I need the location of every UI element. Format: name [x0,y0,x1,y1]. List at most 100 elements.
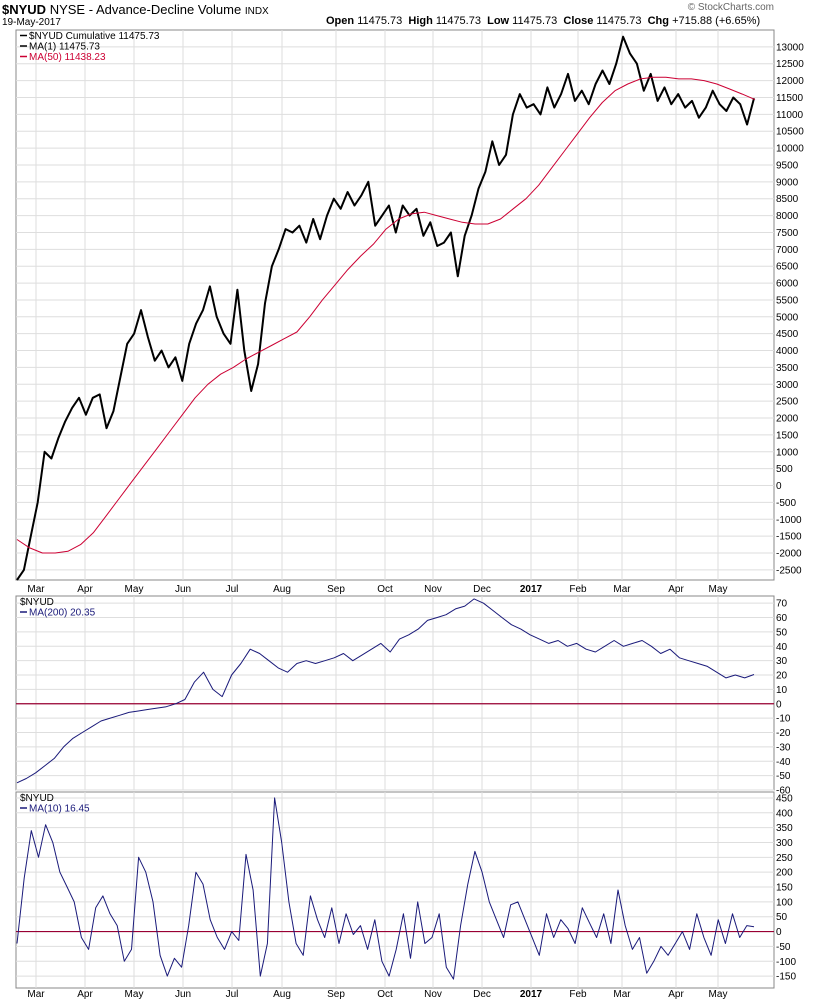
bottom-y-tick-label: -100 [776,957,796,968]
bottom-x-tick-label: 2017 [520,989,543,1000]
stockcharts-credit: © StockCharts.com [687,2,774,13]
main-legend-text: MA(1) 11475.73 [29,42,100,53]
close-label: Close [563,15,594,27]
bottom-y-tick-label: 250 [776,853,793,864]
main-y-tick-label: -2500 [776,565,802,576]
middle-panel: -60 -50 -40 -30 -20 -10 0 10 20 30 40 50 60 70 $NYUDMA… [15,595,791,797]
middle-legend-text: $NYUD [20,597,54,608]
main-y-tick-label: 4000 [776,346,799,357]
main-x-tick-label: May [709,584,728,595]
middle-y-tick-label: 10 [776,685,788,696]
middle-y-tick-label: 60 [776,613,788,624]
main-series-line [16,35,755,581]
main-y-tick-label: 3500 [776,363,799,374]
exchange-label: INDX [244,6,269,17]
main-y-tick-label: 6000 [776,279,799,290]
bottom-y-tick-label: 450 [776,793,793,804]
main-x-tick-label: Mar [27,584,45,595]
main-y-tick-label: -1500 [776,532,802,543]
middle-y-tick-label: 70 [776,599,788,610]
bottom-x-tick-label: Apr [77,989,93,1000]
main-x-tick-label: Jul [226,584,239,595]
low-label: Low [487,15,510,27]
main-y-tick-label: 9500 [776,160,799,171]
bottom-x-tick-label: Oct [377,989,393,1000]
bottom-series-line [16,797,755,980]
main-x-tick-label: Jun [175,584,191,595]
main-legend-text: $NYUD Cumulative 11475.73 [29,31,160,42]
main-y-tick-label: 8000 [776,211,799,222]
main-x-tick-label: Mar [613,584,631,595]
middle-y-tick-label: 20 [776,671,788,682]
bottom-x-tick-label: Mar [613,989,631,1000]
main-frame [15,29,775,581]
bottom-panel: -150 -100 -50 0 50 100 150 200 250 300 350 400 450 Ma… [15,791,796,1000]
bottom-y-tick-label: 0 [776,927,782,938]
bottom-y-tick-label: 400 [776,808,793,819]
main-y-tick-label: 2000 [776,414,799,425]
main-series-line [16,76,756,554]
main-panel: -2500 -2000 -1500 -1000 -500 0 500 1000 1500 2000… [15,29,804,595]
bottom-y-tick-label: 100 [776,897,793,908]
middle-y-tick-label: 30 [776,656,788,667]
main-y-tick-label: 7000 [776,245,799,256]
middle-y-tick-label: 40 [776,642,788,653]
symbol-text: $NYUD [2,2,47,17]
main-x-tick-label: Feb [569,584,587,595]
quote-summary: Open 11475.73 High 11475.73 Low 11475.73… [326,15,760,27]
bottom-x-tick-label: Mar [27,989,45,1000]
bottom-x-tick-label: Nov [424,989,442,1000]
chg-value: +715.88 (+6.65%) [672,15,761,27]
bottom-x-tick-label: Jul [226,989,239,1000]
middle-legend-text: MA(200) 20.35 [29,608,96,619]
bottom-x-tick-label: Apr [668,989,684,1000]
open-value: 11475.73 [357,15,403,27]
main-y-tick-label: 7500 [776,228,799,239]
main-x-tick-label: Sep [327,584,345,595]
bottom-legend-text: MA(10) 16.45 [29,804,90,815]
bottom-y-tick-label: 200 [776,868,793,879]
bottom-y-tick-label: -50 [776,942,791,953]
bottom-y-tick-label: 300 [776,838,793,849]
low-value: 11475.73 [512,15,558,27]
bottom-frame [15,791,775,989]
main-y-tick-label: -1000 [776,515,802,526]
bottom-x-tick-label: Aug [273,989,291,1000]
chg-label: Chg [647,15,669,27]
main-y-tick-label: 12500 [776,59,804,70]
bottom-y-tick-label: 150 [776,883,793,894]
main-x-tick-label: 2017 [520,584,543,595]
main-x-tick-label: Apr [77,584,93,595]
middle-y-tick-label: -30 [776,742,791,753]
main-y-tick-label: 11500 [776,93,804,104]
main-legend-text: MA(50) 11438.23 [29,52,106,63]
main-x-tick-label: May [125,584,144,595]
main-x-tick-label: Oct [377,584,393,595]
bottom-x-tick-label: May [125,989,144,1000]
main-y-tick-label: 6500 [776,262,799,273]
middle-y-tick-label: -50 [776,771,791,782]
main-x-tick-label: Dec [473,584,491,595]
chart-date: 19-May-2017 [2,17,61,28]
middle-y-tick-label: -40 [776,757,791,768]
main-y-tick-label: 12000 [776,76,804,87]
middle-y-tick-label: -20 [776,728,791,739]
main-y-tick-label: 3000 [776,380,799,391]
main-y-tick-label: -2000 [776,549,802,560]
main-y-tick-label: 0 [776,481,782,492]
main-y-tick-label: 5500 [776,295,799,306]
bottom-x-tick-label: Jun [175,989,191,1000]
close-value: 11475.73 [596,15,642,27]
middle-series-line [16,598,755,784]
middle-y-tick-label: 0 [776,699,782,710]
bottom-x-tick-label: Dec [473,989,491,1000]
main-y-tick-label: 1500 [776,430,799,441]
bottom-x-tick-label: May [709,989,728,1000]
symbol-description: NYSE - Advance-Decline Volume [49,2,242,17]
bottom-legend-text: $NYUD [20,793,54,804]
high-label: High [408,15,433,27]
bottom-y-tick-label: 350 [776,823,793,834]
bottom-y-tick-label: -150 [776,972,796,983]
main-y-tick-label: 5000 [776,312,799,323]
